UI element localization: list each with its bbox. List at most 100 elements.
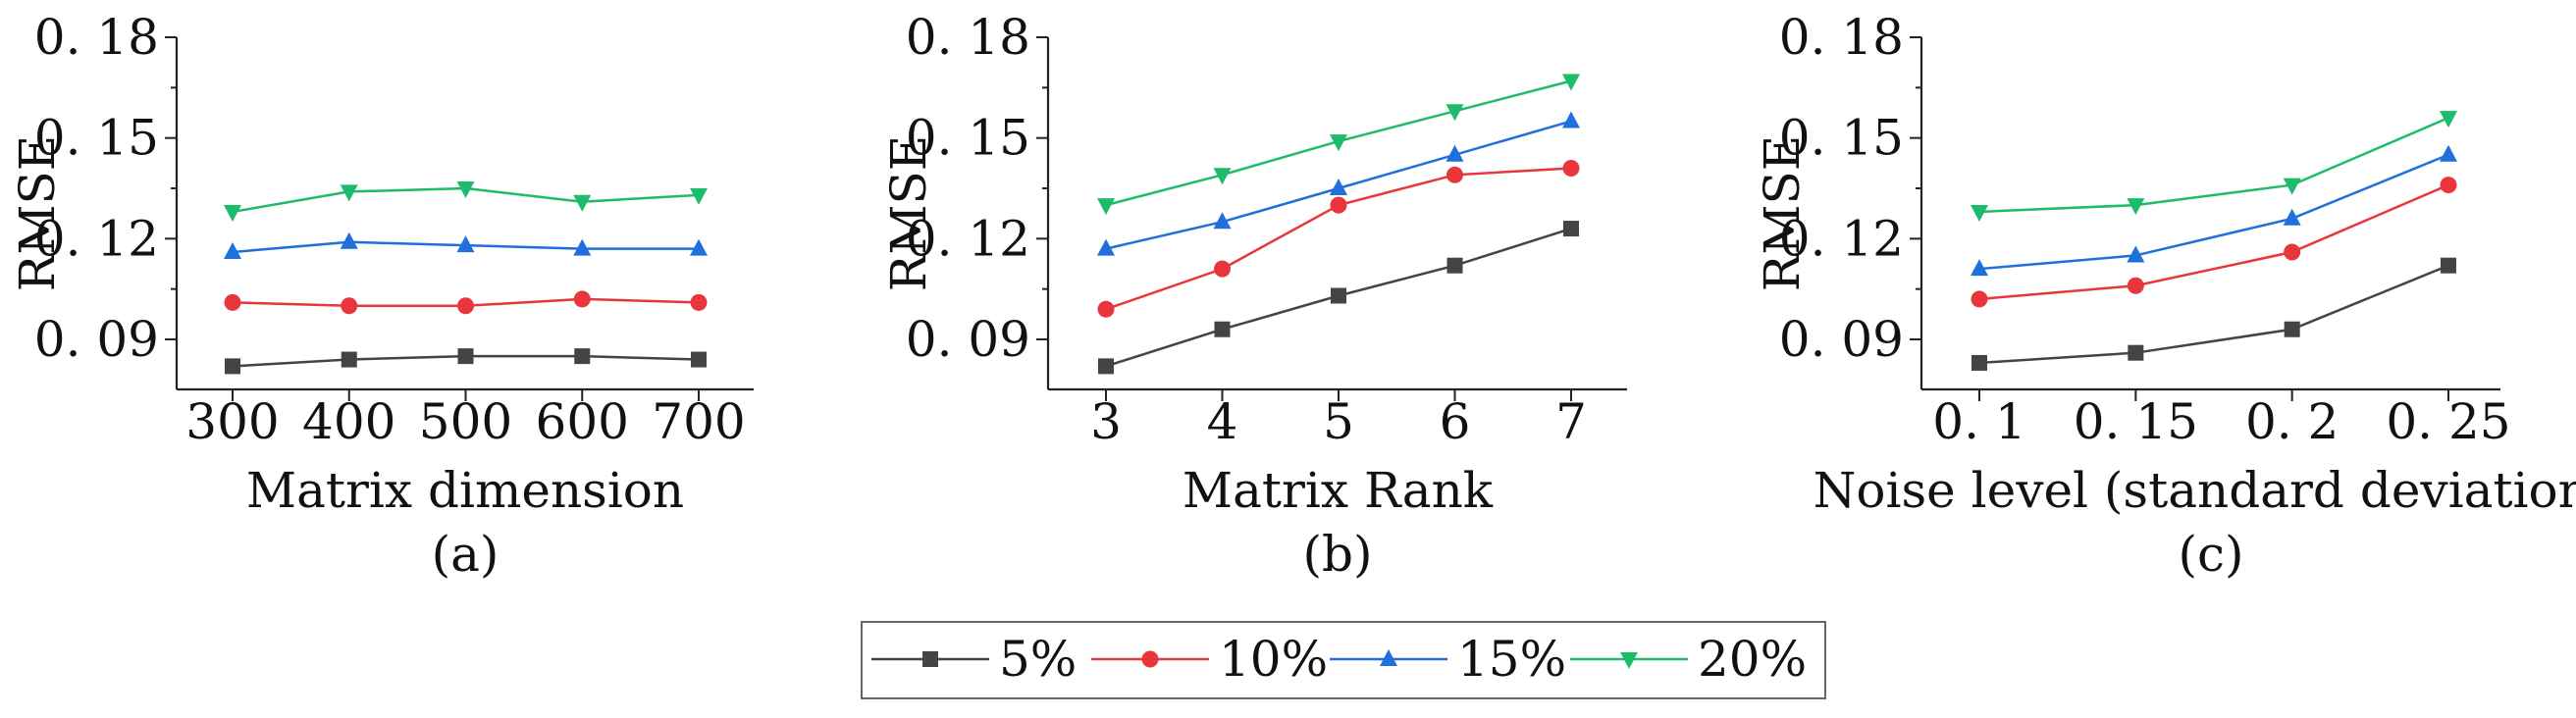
y-tick-label: 0. 12	[906, 210, 1030, 267]
x-tick-label: 0. 2	[2245, 393, 2339, 450]
x-tick-label: 5	[1323, 393, 1354, 450]
data-point	[457, 297, 474, 315]
x-tick-label: 500	[419, 393, 512, 450]
data-point	[1446, 166, 1463, 183]
chart-panel-c: 0. 09 0. 12 0. 15 0. 18 0. 1 0. 15 0. 2 0. 25 No…	[1754, 9, 2576, 583]
x-axis-label: Matrix dimension	[246, 462, 684, 519]
data-point	[1446, 104, 1464, 122]
legend-marker	[1141, 650, 1159, 668]
data-point	[2441, 257, 2456, 274]
data-point	[456, 181, 475, 198]
data-point	[341, 297, 358, 315]
data-point	[1214, 321, 1231, 337]
data-point	[690, 187, 708, 205]
data-point	[1562, 159, 1580, 177]
legend-item-5pct: 5%	[871, 631, 1077, 688]
chart-panel-a: 0. 09 0. 12 0. 15 0. 18 300 400 500 600 700 Matri…	[9, 9, 754, 583]
data-point	[573, 238, 592, 256]
series-10pct	[224, 290, 708, 315]
data-point	[2283, 178, 2301, 195]
data-point	[1213, 212, 1232, 230]
y-tick-label: 0. 12	[34, 210, 159, 267]
data-point	[1330, 134, 1347, 152]
x-tick-label: 600	[536, 393, 629, 450]
data-point	[573, 194, 592, 212]
x-tick-label: 400	[302, 393, 395, 450]
series-15pct	[1097, 111, 1580, 256]
data-point	[224, 293, 241, 311]
series-5pct	[1098, 221, 1579, 375]
y-tick-label: 0. 09	[906, 311, 1030, 368]
data-point	[1971, 290, 1988, 308]
y-tick-label: 0. 15	[906, 110, 1030, 167]
data-point	[2440, 144, 2457, 162]
data-point	[1330, 179, 1347, 195]
series-line	[1978, 153, 2449, 271]
data-point	[340, 231, 358, 249]
data-point	[574, 348, 591, 365]
series-line	[1978, 116, 2449, 214]
data-point	[1097, 300, 1115, 318]
data-point	[2127, 277, 2144, 294]
data-point	[1214, 260, 1231, 278]
x-tick-label: 6	[1440, 393, 1471, 450]
x-tick-label: 0. 25	[2386, 393, 2510, 450]
data-point	[340, 184, 358, 202]
series-10pct	[1971, 177, 2457, 308]
chart-panel-b: 0. 09 0. 12 0. 15 0. 18 3 4 5 6 7 Matrix Rank RMSE…	[880, 9, 1627, 583]
data-point	[2127, 245, 2145, 263]
y-tick-label: 0. 15	[34, 110, 159, 167]
x-tick-label: 700	[652, 393, 745, 450]
y-tick-label: 0. 18	[906, 9, 1030, 66]
data-point	[1562, 74, 1580, 91]
x-tick-label: 7	[1555, 393, 1587, 450]
data-point	[224, 204, 241, 222]
data-point	[456, 235, 475, 253]
y-axis-label: RMSE	[880, 135, 937, 292]
series-line	[1978, 264, 2449, 365]
data-point	[691, 351, 707, 368]
data-point	[2128, 344, 2144, 361]
legend-label: 15%	[1457, 631, 1566, 688]
data-point	[225, 358, 240, 375]
legend-marker	[922, 651, 938, 667]
data-point	[2127, 198, 2145, 216]
series-15pct	[1971, 144, 2457, 277]
data-point	[690, 238, 708, 256]
data-point	[1562, 111, 1580, 128]
data-point	[1097, 238, 1115, 256]
data-point	[2440, 177, 2457, 194]
series-line	[1978, 183, 2449, 301]
x-tick-label: 300	[185, 393, 279, 450]
panel-label: (b)	[1302, 526, 1372, 583]
y-axis-label: RMSE	[1754, 135, 1811, 292]
legend-item-15pct: 15%	[1330, 631, 1566, 688]
data-point	[2284, 243, 2301, 261]
data-point	[1098, 358, 1114, 375]
data-point	[1563, 221, 1579, 237]
y-tick-label: 0. 09	[1779, 311, 1904, 368]
legend-label: 10%	[1219, 631, 1328, 688]
series-15pct	[224, 231, 708, 260]
data-point	[1971, 259, 1988, 277]
x-tick-label: 3	[1090, 393, 1122, 450]
data-point	[457, 348, 474, 365]
data-point	[224, 242, 241, 260]
data-point	[341, 351, 357, 368]
data-point	[573, 290, 591, 308]
data-point	[1446, 144, 1464, 162]
x-tick-label: 4	[1207, 393, 1238, 450]
data-point	[1213, 168, 1232, 185]
y-tick-label: 0. 18	[34, 9, 159, 66]
data-point	[2284, 321, 2300, 337]
data-point	[1097, 198, 1115, 216]
series-20pct	[1971, 111, 2457, 222]
series-20pct	[224, 181, 708, 222]
y-tick-label: 0. 15	[1779, 110, 1904, 167]
data-point	[690, 293, 708, 311]
legend-marker	[1620, 652, 1638, 669]
panel-label: (c)	[2178, 526, 2243, 583]
legend-label: 5%	[999, 631, 1077, 688]
y-tick-label: 0. 12	[1779, 210, 1904, 267]
